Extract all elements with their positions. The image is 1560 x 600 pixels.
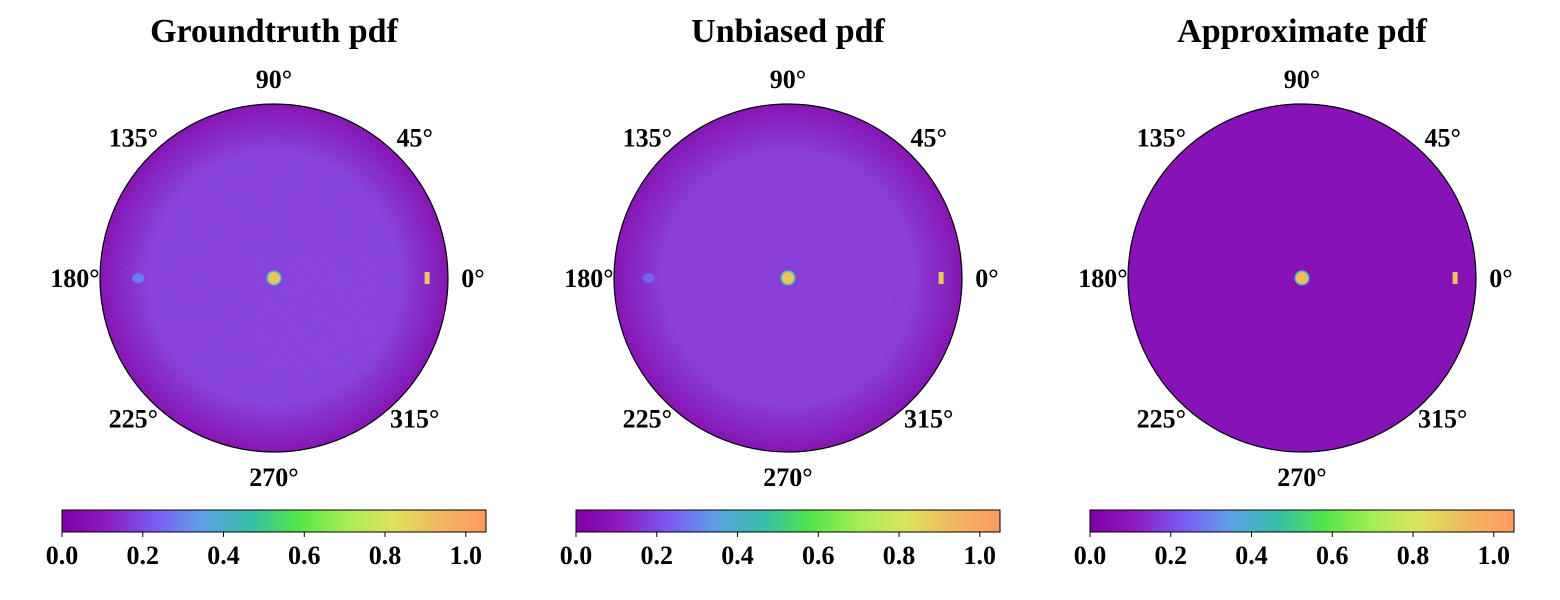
polar-outline (613, 103, 963, 453)
panel-title: Groundtruth pdf (150, 13, 399, 50)
colorbar-tick-label: 0.2 (1155, 541, 1188, 570)
polar-outline (1127, 103, 1477, 453)
angle-label: 135° (1137, 123, 1186, 152)
colorbar-tick-label: 0.0 (1074, 541, 1107, 570)
panel-title: Approximate pdf (1177, 13, 1427, 50)
angle-label: 0° (1489, 264, 1512, 293)
colorbar (61, 509, 487, 533)
colorbar-tick-label: 0.6 (1316, 541, 1349, 570)
colorbar-tick-label: 0.0 (560, 541, 593, 570)
angle-label: 90° (1284, 65, 1320, 94)
colorbar (575, 509, 1001, 533)
colorbar-tick-label: 0.8 (883, 541, 916, 570)
colorbar-tick-label: 0.4 (721, 541, 754, 570)
angle-label: 0° (975, 264, 998, 293)
angle-label: 315° (904, 405, 953, 434)
pdf-hotspot (1452, 272, 1458, 284)
angle-label: 315° (1418, 405, 1467, 434)
angle-label: 225° (109, 405, 158, 434)
colorbar-tick-label: 0.8 (369, 541, 402, 570)
panel-title: Unbiased pdf (691, 13, 885, 50)
angle-label: 270° (1277, 463, 1326, 492)
pdf-hotspot-core (1296, 272, 1308, 284)
angle-label: 225° (623, 405, 672, 434)
pdf-hotspot (132, 273, 145, 283)
angle-label: 45° (911, 123, 947, 152)
pdf-hotspot (938, 272, 944, 284)
colorbar-tick-label: 0.2 (127, 541, 160, 570)
angle-label: 270° (763, 463, 812, 492)
angle-label: 180° (50, 264, 99, 293)
angle-label: 180° (564, 264, 613, 293)
pdf-hotspot-core (268, 272, 280, 284)
pdf-hotspot (642, 273, 655, 283)
colorbar-tick-label: 0.4 (207, 541, 240, 570)
angle-label: 135° (623, 123, 672, 152)
angle-label: 135° (109, 123, 158, 152)
angle-label: 45° (397, 123, 433, 152)
angle-label: 270° (249, 463, 298, 492)
angle-label: 225° (1137, 405, 1186, 434)
angle-label: 45° (1425, 123, 1461, 152)
colorbar-tick-label: 0.0 (46, 541, 79, 570)
colorbar-tick-label: 1.0 (964, 541, 997, 570)
panel-2: Unbiased pdf 0° 45° 90° 135° 180° 225° 270° 315°… (560, 13, 1001, 570)
polar-outline (99, 103, 449, 453)
colorbar-tick-label: 0.6 (802, 541, 835, 570)
colorbar-tick-label: 1.0 (450, 541, 483, 570)
panel-1: Groundtruth pdf 0° 45° 90° 135° 180° 225° 270° 3… (46, 13, 487, 570)
angle-label: 315° (390, 405, 439, 434)
angle-label: 90° (256, 65, 292, 94)
colorbar-tick-label: 0.4 (1235, 541, 1268, 570)
colorbar-tick-label: 0.2 (641, 541, 674, 570)
angle-label: 180° (1078, 264, 1127, 293)
colorbar (1089, 509, 1515, 533)
panel-3: Approximate pdf 0° 45° 90° 135° 180° 225° 270° 3… (1074, 13, 1515, 570)
pdf-hotspot (424, 272, 430, 284)
pdf-hotspot-core (782, 272, 794, 284)
colorbar-tick-label: 0.6 (288, 541, 321, 570)
angle-label: 0° (461, 264, 484, 293)
colorbar-tick-label: 0.8 (1397, 541, 1430, 570)
angle-label: 90° (770, 65, 806, 94)
colorbar-tick-label: 1.0 (1478, 541, 1511, 570)
